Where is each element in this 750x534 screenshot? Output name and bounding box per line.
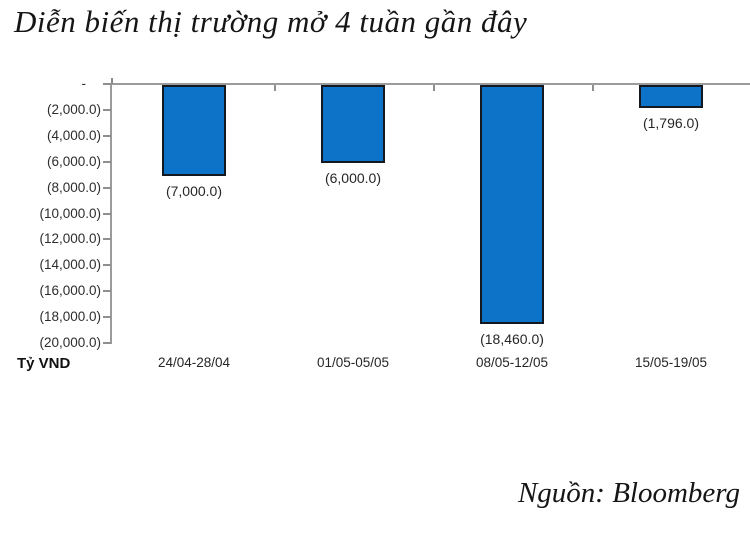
y-axis-tick (103, 83, 111, 85)
y-axis-tick (103, 186, 111, 189)
bar-value-label: (18,460.0) (480, 331, 544, 347)
y-axis-unit-label: Tỷ VND (17, 355, 71, 372)
category-axis-tick (592, 85, 594, 91)
y-tick-label: (10,000.0) (39, 205, 101, 221)
category-label: 08/05-12/05 (475, 355, 549, 370)
bar-value-label: (7,000.0) (165, 183, 223, 199)
y-tick-label: (8,000.0) (46, 179, 101, 195)
category-axis-tick (274, 85, 276, 91)
bar-chart-plot: - (2,000.0) (4,000.0) (6,000.0) (8,000.0) (10… (17, 76, 750, 372)
y-axis-tick (103, 238, 111, 241)
y-tick-label: (14,000.0) (39, 257, 101, 273)
y-axis-tick (103, 134, 111, 137)
y-tick-label: (6,000.0) (46, 153, 101, 169)
axis-corner-tick (111, 78, 113, 84)
y-axis-tick (103, 212, 111, 215)
bar (480, 85, 544, 324)
y-axis-tick (103, 290, 111, 293)
y-tick-label: (20,000.0) (39, 335, 101, 350)
y-axis-tick (103, 108, 111, 111)
bar (162, 85, 226, 176)
y-tick-label: (16,000.0) (39, 283, 101, 299)
bar-value-label: (1,796.0) (642, 115, 700, 131)
category-label: 15/05-19/05 (634, 355, 708, 370)
y-axis-line (110, 83, 112, 344)
y-axis-tick (103, 316, 111, 319)
source-caption: Nguồn: Bloomberg (517, 477, 740, 509)
bar (321, 85, 385, 163)
bar (639, 85, 703, 108)
category-label: 24/04-28/04 (157, 355, 231, 370)
y-tick-label: - (81, 76, 87, 91)
category-label: 01/05-05/05 (316, 355, 390, 370)
bar-value-label: (6,000.0) (324, 170, 382, 186)
y-tick-label: (2,000.0) (46, 101, 101, 117)
y-axis-tick (103, 342, 111, 344)
y-axis-tick (103, 160, 111, 163)
y-tick-label: (4,000.0) (46, 127, 101, 143)
y-tick-label: (12,000.0) (39, 231, 101, 247)
category-axis-tick (433, 85, 435, 91)
chart-title: Diễn biến thị trường mở 4 tuần gần đây (14, 4, 528, 39)
y-axis-tick (103, 264, 111, 267)
zero-baseline (110, 83, 750, 85)
y-tick-label: (18,000.0) (39, 309, 101, 325)
